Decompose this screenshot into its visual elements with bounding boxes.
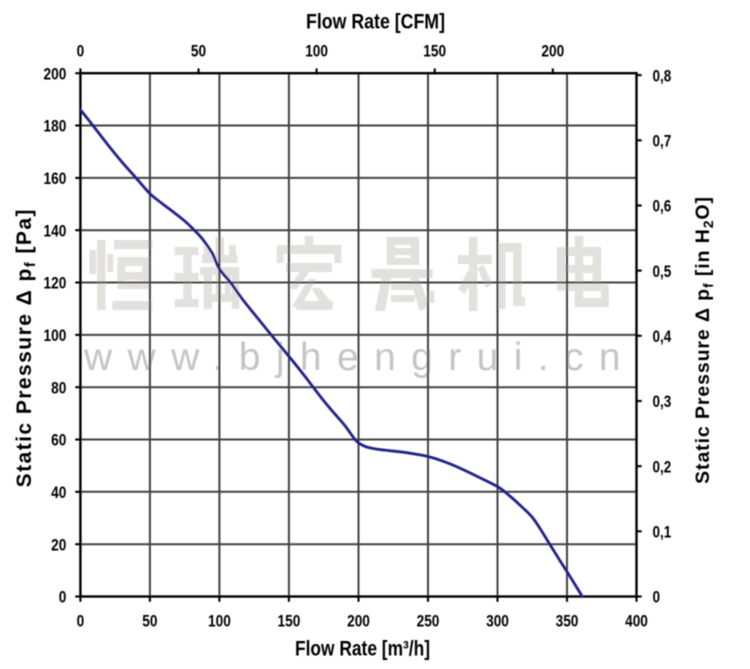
svg-text:www.bjhengrui.cn: www.bjhengrui.cn [83, 336, 636, 379]
svg-text:0: 0 [77, 42, 85, 61]
svg-text:0,6: 0,6 [653, 197, 672, 216]
svg-text:0: 0 [77, 612, 85, 631]
svg-text:20: 20 [51, 535, 66, 554]
svg-text:Static Pressure Δ pf [Pa]: Static Pressure Δ pf [Pa] [13, 208, 39, 487]
svg-text:80: 80 [51, 378, 66, 397]
svg-text:0,1: 0,1 [653, 523, 672, 542]
svg-text:100: 100 [44, 326, 67, 345]
svg-text:120: 120 [44, 274, 67, 293]
svg-text:0,7: 0,7 [653, 132, 672, 151]
svg-text:200: 200 [347, 612, 370, 631]
svg-text:300: 300 [486, 612, 509, 631]
svg-text:50: 50 [191, 42, 206, 61]
svg-text:Static Pressure Δ pf [in H2O]: Static Pressure Δ pf [in H2O] [692, 196, 716, 484]
svg-text:200: 200 [44, 64, 67, 83]
svg-text:0,2: 0,2 [653, 457, 672, 476]
svg-text:0: 0 [59, 588, 67, 607]
svg-text:160: 160 [44, 169, 67, 188]
svg-text:150: 150 [278, 612, 301, 631]
svg-text:150: 150 [423, 42, 446, 61]
svg-text:200: 200 [541, 42, 564, 61]
svg-text:0,4: 0,4 [653, 327, 672, 346]
svg-text:50: 50 [142, 612, 157, 631]
svg-text:400: 400 [625, 612, 648, 631]
svg-text:0,8: 0,8 [653, 66, 672, 85]
svg-text:0,3: 0,3 [653, 392, 672, 411]
svg-text:250: 250 [417, 612, 440, 631]
svg-text:350: 350 [556, 612, 579, 631]
svg-text:0: 0 [653, 588, 661, 607]
svg-text:Flow Rate [m³/h]: Flow Rate [m³/h] [295, 638, 430, 661]
svg-text:60: 60 [51, 431, 66, 450]
svg-text:Flow Rate [CFM]: Flow Rate [CFM] [306, 11, 445, 34]
svg-text:40: 40 [51, 483, 66, 502]
svg-text:100: 100 [208, 612, 231, 631]
svg-text:0,5: 0,5 [653, 262, 672, 281]
svg-text:100: 100 [305, 42, 328, 61]
svg-text:180: 180 [44, 117, 67, 136]
svg-text:140: 140 [44, 221, 67, 240]
